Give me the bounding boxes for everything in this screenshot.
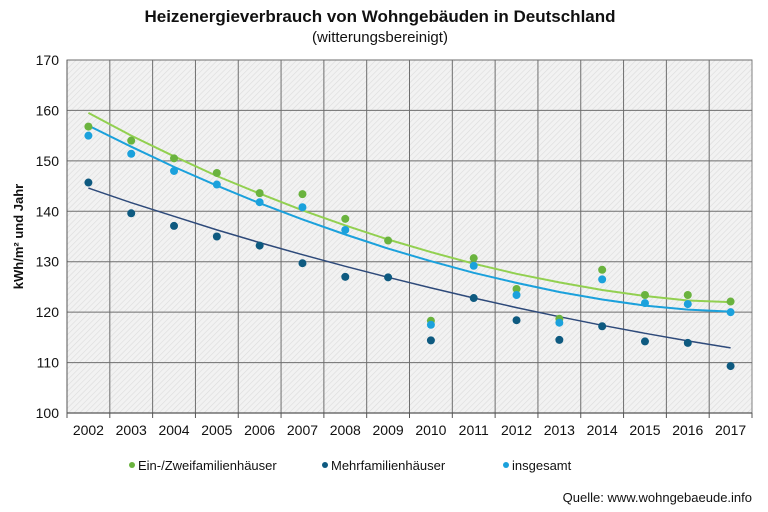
gridlines: [67, 59, 752, 413]
legend-marker-2: [503, 462, 509, 468]
data-point-series-1: [341, 272, 350, 281]
data-point-series-2: [341, 225, 350, 234]
legend-marker-0: [129, 462, 135, 468]
data-point-series-2: [170, 166, 179, 175]
y-tick-label: 130: [36, 254, 60, 270]
x-tick-label: 2017: [715, 422, 746, 438]
x-tick-label: 2004: [158, 422, 189, 438]
data-point-series-2: [640, 299, 649, 308]
y-tick-label: 100: [36, 405, 60, 421]
data-point-series-1: [127, 209, 136, 218]
data-points: [84, 122, 735, 371]
data-point-series-1: [426, 336, 435, 345]
y-tick-label: 110: [37, 355, 60, 371]
y-tick-label: 120: [36, 304, 60, 320]
data-point-series-2: [683, 300, 692, 309]
data-point-series-0: [341, 214, 350, 223]
data-point-series-1: [469, 294, 478, 303]
data-point-series-2: [212, 180, 221, 189]
x-tick-label: 2003: [116, 422, 147, 438]
x-tick-label: 2007: [287, 422, 318, 438]
x-tick-label: 2012: [501, 422, 532, 438]
data-point-series-1: [598, 322, 607, 331]
x-tick-label: 2008: [330, 422, 361, 438]
data-point-series-1: [212, 232, 221, 241]
data-point-series-2: [298, 203, 307, 212]
trend-lines: [87, 112, 731, 349]
data-point-series-1: [170, 221, 179, 230]
y-tick-label: 140: [36, 203, 60, 219]
x-tick-label: 2015: [629, 422, 660, 438]
data-point-series-2: [512, 290, 521, 299]
legend: Ein-/Zweifamilienhäuser Mehrfamilienhäuse…: [129, 458, 572, 473]
data-point-series-0: [170, 154, 179, 163]
x-tick-label: 2005: [201, 422, 232, 438]
x-tick-label: 2013: [544, 422, 575, 438]
data-point-series-1: [555, 335, 564, 344]
data-point-series-1: [298, 259, 307, 268]
data-point-series-0: [683, 290, 692, 299]
data-point-series-2: [726, 308, 735, 317]
data-point-series-2: [127, 149, 136, 158]
legend-label-1: Mehrfamilienhäuser: [331, 458, 446, 473]
data-point-series-2: [469, 261, 478, 270]
source-note: Quelle: www.wohngebaeude.info: [563, 490, 752, 505]
data-point-series-0: [84, 122, 93, 131]
data-point-series-2: [598, 275, 607, 284]
data-point-series-2: [426, 320, 435, 329]
y-tick-label: 150: [36, 153, 60, 169]
x-tick-label: 2016: [672, 422, 703, 438]
y-tick-labels: 100 110 120 130 140 150 160 170: [36, 52, 60, 421]
legend-label-2: insgesamt: [512, 458, 572, 473]
data-point-series-0: [469, 254, 478, 263]
legend-label-0: Ein-/Zweifamilienhäuser: [138, 458, 277, 473]
data-point-series-1: [640, 337, 649, 346]
data-point-series-0: [255, 189, 264, 198]
chart-subtitle: (witterungsbereinigt): [312, 29, 448, 46]
data-point-series-0: [127, 136, 136, 145]
data-point-series-0: [384, 236, 393, 245]
data-point-series-0: [212, 168, 221, 177]
axes: [66, 60, 753, 418]
data-point-series-0: [598, 265, 607, 274]
chart-title: Heizenergieverbrauch von Wohngebäuden in…: [144, 7, 615, 26]
x-tick-label: 2009: [373, 422, 404, 438]
y-axis-label: kWh/m² und Jahr: [11, 184, 26, 289]
trend-line-1: [88, 187, 731, 349]
trend-line-0: [87, 112, 731, 304]
y-tick-label: 170: [36, 52, 60, 68]
trend-line-2: [87, 124, 731, 313]
data-point-series-1: [512, 316, 521, 325]
data-point-series-2: [255, 198, 264, 207]
data-point-series-0: [298, 190, 307, 199]
x-tick-label: 2006: [244, 422, 275, 438]
x-tick-label: 2011: [459, 422, 489, 438]
data-point-series-1: [255, 241, 264, 250]
data-point-series-1: [384, 273, 393, 282]
data-point-series-0: [726, 297, 735, 306]
data-point-series-1: [683, 338, 692, 347]
x-tick-labels: 2002 2003 2004 2005 2006 2007 2008 2009 2010 2011…: [73, 422, 747, 438]
data-point-series-0: [512, 284, 521, 293]
data-point-series-0: [640, 290, 649, 299]
x-tick-label: 2002: [73, 422, 104, 438]
x-tick-label: 2014: [587, 422, 618, 438]
data-point-series-2: [84, 131, 93, 140]
data-point-series-1: [84, 178, 93, 187]
data-point-series-2: [555, 318, 564, 327]
y-tick-label: 160: [36, 102, 60, 118]
x-tick-label: 2010: [415, 422, 446, 438]
legend-marker-1: [322, 462, 328, 468]
data-point-series-1: [726, 362, 735, 371]
